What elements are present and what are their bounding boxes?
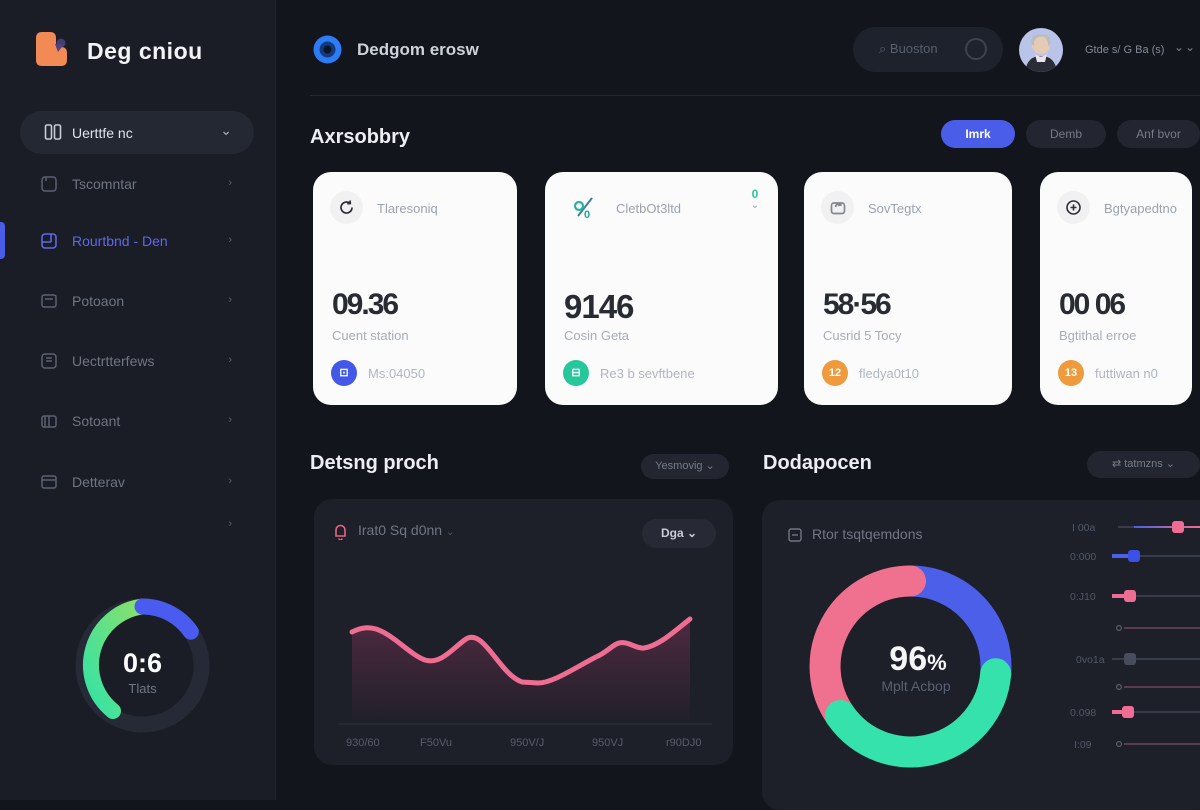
svg-text:0vo1a: 0vo1a [1076, 654, 1105, 666]
svg-text:950V/J: 950V/J [510, 737, 544, 749]
svg-text:0.098: 0.098 [1070, 707, 1096, 719]
svg-text:F50Vu: F50Vu [420, 737, 452, 749]
svg-text:930/60: 930/60 [346, 737, 380, 749]
svg-text:950VJ: 950VJ [592, 737, 623, 749]
svg-text:0:000: 0:000 [1070, 551, 1096, 563]
svg-text:0: 0 [584, 209, 590, 220]
svg-text:I:09: I:09 [1074, 739, 1092, 751]
svg-text:I 00a: I 00a [1072, 522, 1096, 534]
svg-text:0:J10: 0:J10 [1070, 591, 1096, 603]
svg-text:r90DJ0: r90DJ0 [666, 737, 701, 749]
